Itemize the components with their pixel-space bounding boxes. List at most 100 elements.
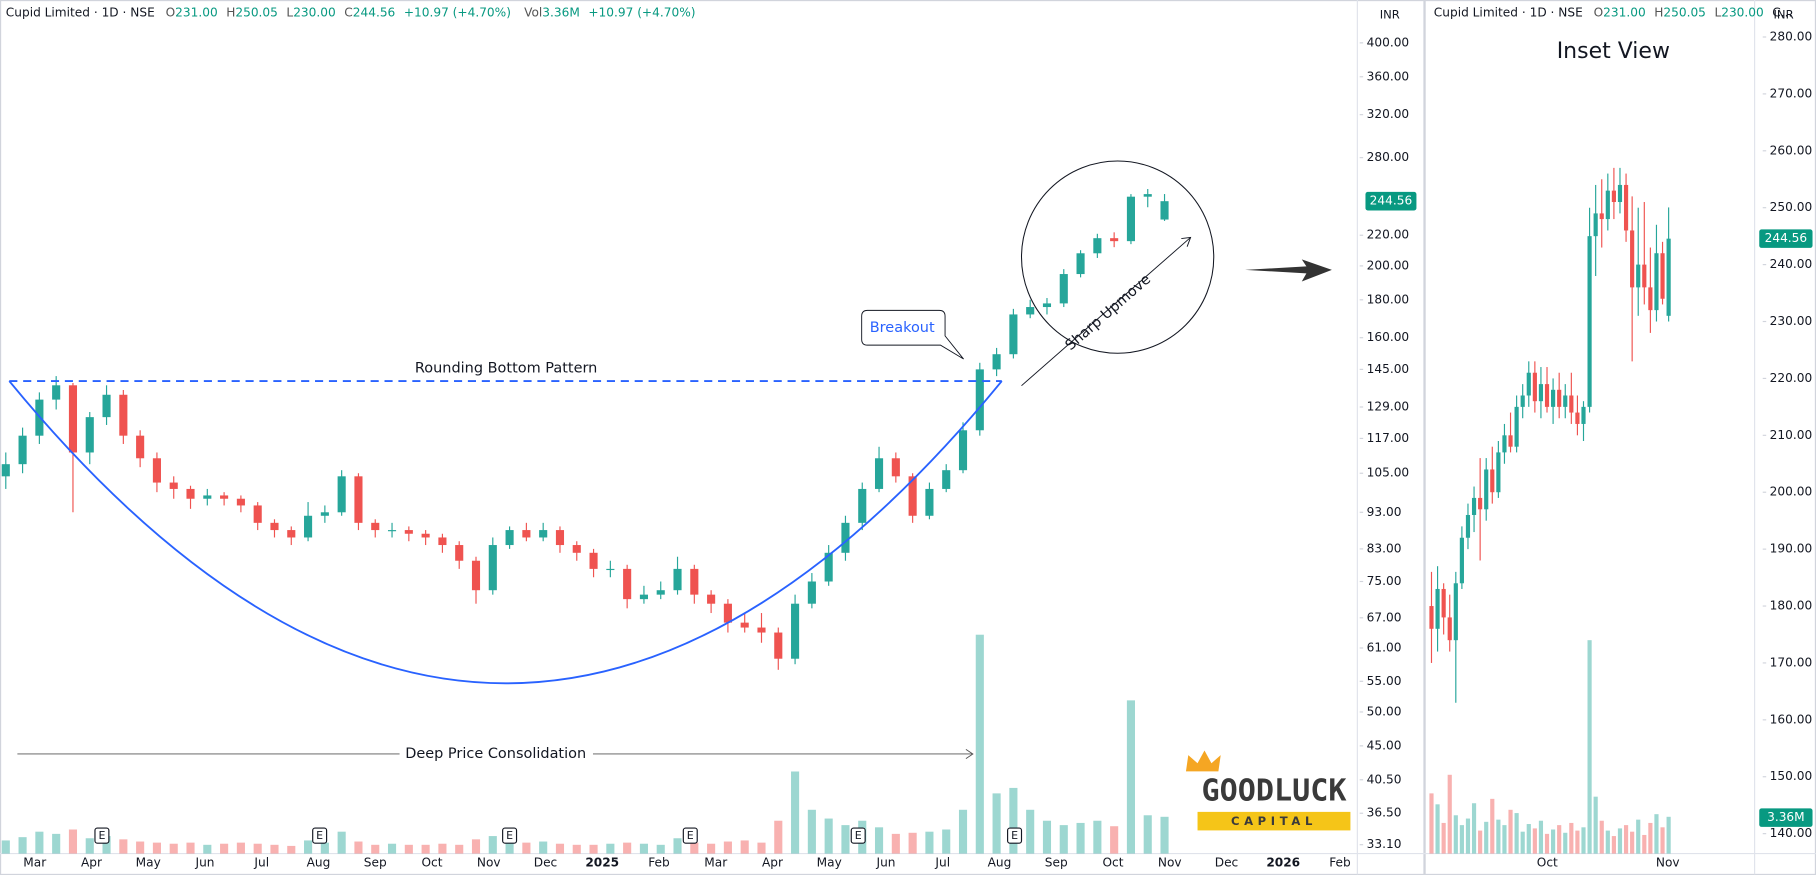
volume-bar [1093,820,1102,854]
symbol: Cupid Limited · 1D · NSE [1434,5,1583,19]
candle-body [874,458,884,489]
volume-bar [68,829,78,854]
volume-bar [1636,819,1641,854]
candle-body [119,394,128,436]
volume-bar [505,839,514,854]
candle-body [152,458,161,483]
candle-body [824,552,833,582]
volume-bar [1009,787,1018,854]
candle-body [52,385,61,400]
y-tick-label: 55.00 [1367,674,1402,688]
y-tick-label: 33.10 [1367,837,1402,851]
candle-body [1654,253,1659,311]
candle-body [908,476,917,516]
candle-body [891,458,900,477]
volume-bar [740,840,749,854]
y-tick-label: 210.00 [1770,428,1813,442]
field-value: 250.05 [1663,5,1706,19]
volume-bar [488,836,497,854]
candle-body [858,488,867,523]
candle-body [1605,190,1610,220]
highlight-circle [1020,160,1215,354]
y-tick-label: 117.00 [1367,431,1410,445]
y-tick-label: 75.00 [1367,574,1402,588]
candle-body [1532,372,1537,402]
volume-bar [1441,822,1446,854]
volume-bar [102,836,111,854]
x-tick-label: Feb [648,855,670,869]
volume-bar [572,844,581,854]
field-value: 250.05 [235,5,278,19]
volume-bar [1563,832,1568,854]
candle-body [707,594,716,604]
candle-body [18,435,27,465]
candle-body [1593,213,1598,237]
y-tick-label: 160.00 [1367,330,1410,344]
candle-body [1478,497,1483,510]
volume-bar [1126,700,1135,854]
event-marker [682,827,698,844]
volume-bar [1587,640,1592,854]
candle-body [925,488,934,516]
volume-bar [1514,813,1519,854]
x-tick-label: Apr [81,855,102,869]
candle-body [320,512,329,516]
candle-body [1447,617,1452,641]
field-value: 231.00 [1603,5,1646,19]
volume-bar [1593,796,1598,854]
candle-body [1435,588,1440,629]
event-marker [94,827,110,844]
y-tick-label: 220.00 [1770,371,1813,385]
y-tick-label: 36.50 [1367,806,1402,820]
breakout-label: Breakout [870,320,935,336]
inset-title: Inset View [1557,39,1670,64]
y-tick-label: 400.00 [1367,35,1410,49]
x-tick-label: Aug [988,855,1012,869]
x-tick-label: Nov [477,855,501,869]
x-tick-label: Dec [534,855,558,869]
volume-bar [656,844,665,854]
candle-body [623,568,632,600]
arrow-head [1181,236,1192,247]
x-tick-label: Mar [704,855,727,869]
legend-header: Cupid Limited · 1D · NSE O231.00 H250.05… [6,5,696,19]
volume-bar [236,842,245,854]
price-tag-label: 244.56 [1370,194,1413,208]
candle-body [673,568,682,591]
volume-bar [908,832,917,854]
candle-body [1660,253,1665,299]
consolidation-label: Deep Price Consolidation [405,746,586,762]
y-tick-label: 160.00 [1770,712,1813,726]
event-marker [1007,827,1023,844]
volume-bar [555,843,565,854]
volume-bar [958,809,968,854]
volume-bar [1465,818,1471,854]
y-tick-label: 150.00 [1770,769,1813,783]
candle-body [387,530,397,532]
y-tick-label: 61.00 [1367,640,1402,654]
volume-bar [1532,828,1537,854]
x-tick-label: May [136,855,161,869]
change: +10.97 (+4.70%) [404,5,511,19]
logo-crown [1185,750,1221,772]
y-tick-label: 180.00 [1770,599,1813,613]
volume-value: 3.36M [542,5,580,19]
candle-body [1076,253,1085,275]
candle-body [1465,514,1471,538]
volume-bar [1496,819,1501,854]
y-tick-label: 45.00 [1367,738,1402,752]
rounding-curve [8,380,1003,685]
candle-body [186,488,195,499]
price-tag-label: 244.56 [1765,231,1808,245]
candle-body [505,530,514,546]
x-tick-label: May [817,855,842,869]
volume-bar [1,840,10,854]
event-label: E [1011,829,1018,842]
volume-bar [1557,825,1562,854]
logo-tagline: CAPITAL [1231,814,1317,828]
volume-bar [387,843,397,854]
event-label: E [98,829,105,842]
field-value: 230.00 [293,5,336,19]
volume-bar [539,841,548,854]
